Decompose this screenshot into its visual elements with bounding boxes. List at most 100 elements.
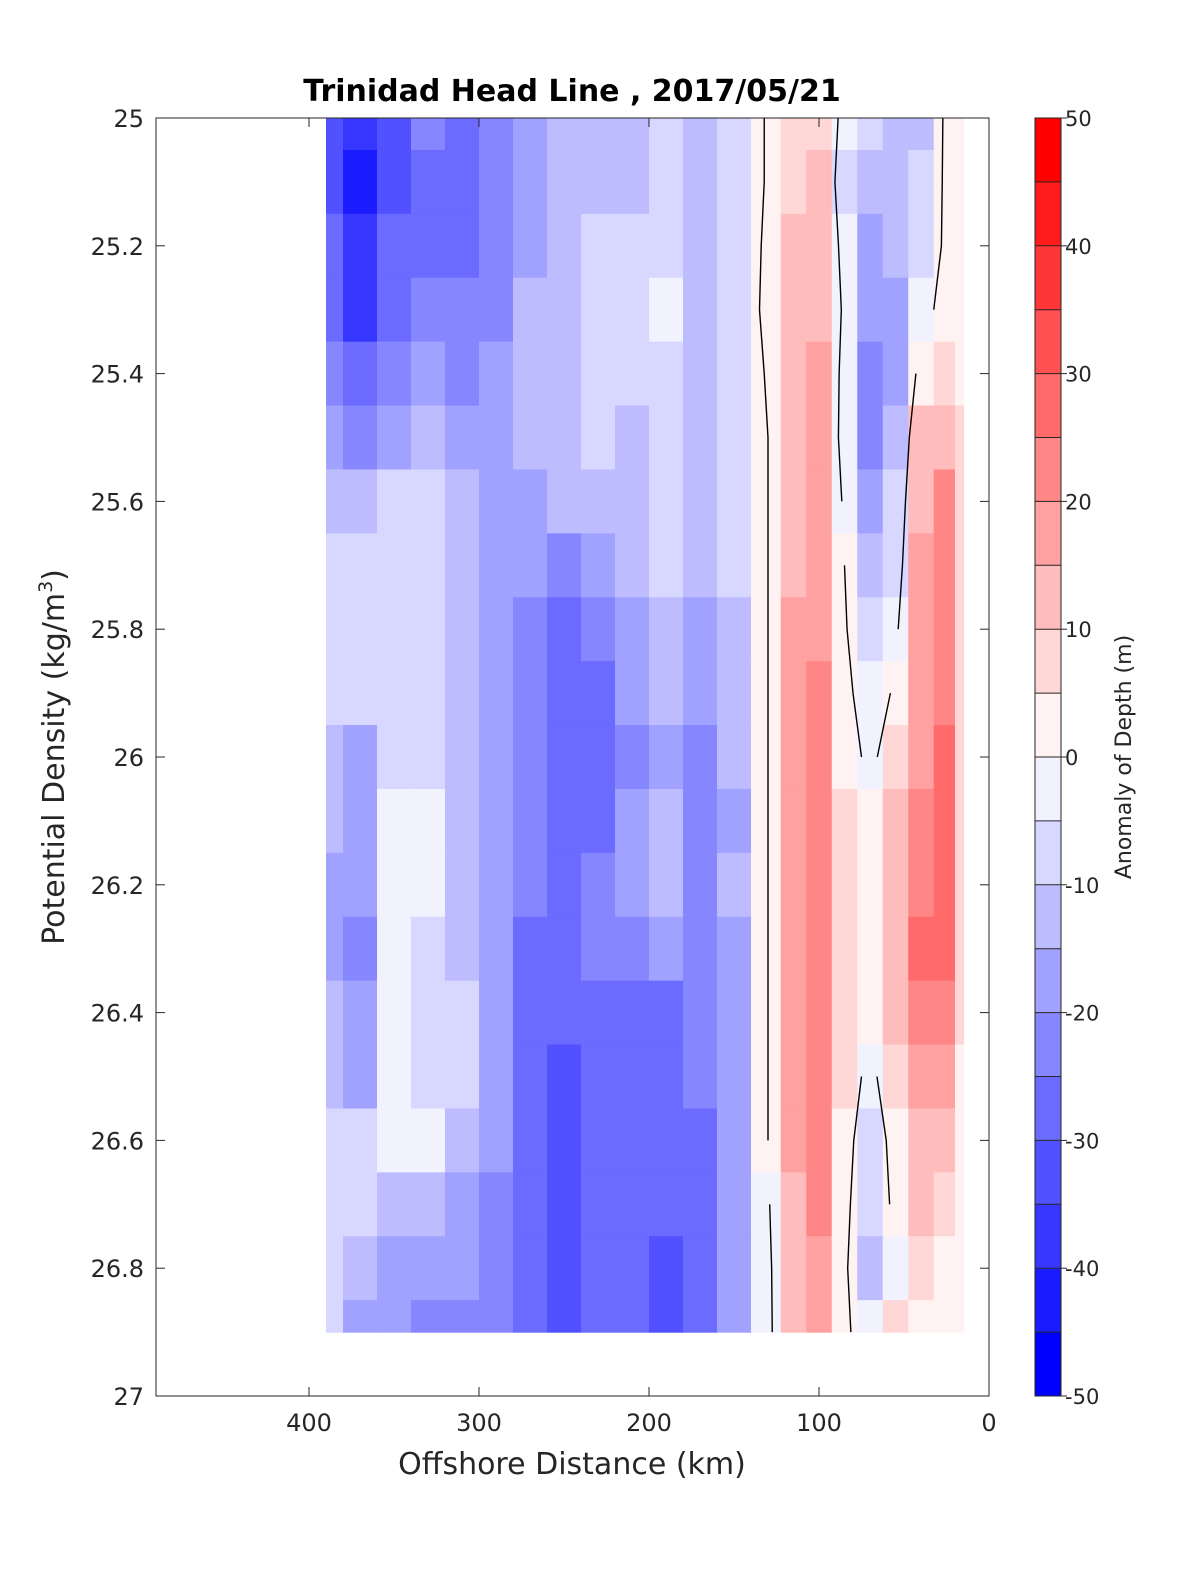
heatmap-cell: [513, 597, 548, 662]
heatmap-cell: [377, 597, 412, 662]
heatmap-cell: [411, 469, 446, 534]
heatmap-cell: [780, 277, 807, 343]
heatmap-cell: [326, 149, 344, 215]
heatmap-cell: [581, 661, 616, 726]
heatmap-cell: [717, 118, 752, 151]
heatmap-cell: [343, 213, 378, 279]
heatmap-cell: [479, 1044, 514, 1110]
heatmap-cell: [857, 725, 884, 790]
y-tick-label: 25.6: [91, 488, 144, 516]
heatmap-cell: [445, 341, 480, 407]
heatmap-cell: [513, 725, 548, 790]
heatmap-cell: [857, 149, 884, 215]
heatmap-cell: [343, 149, 378, 215]
heatmap-cell: [479, 213, 514, 279]
heatmap-cell: [411, 1044, 446, 1110]
heatmap-cell: [445, 469, 480, 534]
heatmap-cell: [479, 980, 514, 1046]
heatmap-cell: [445, 149, 480, 215]
heatmap-cells: [326, 118, 965, 1333]
heatmap-cell: [479, 1300, 514, 1333]
heatmap-cell: [513, 852, 548, 918]
heatmap-cell: [326, 118, 344, 151]
heatmap-cell: [933, 788, 956, 854]
colorbar-swatch: [1035, 181, 1061, 247]
heatmap-cell: [326, 405, 344, 471]
heatmap-cell: [445, 916, 480, 982]
heatmap-cell: [649, 1300, 684, 1333]
heatmap-cell: [751, 597, 782, 662]
colorbar-swatch: [1035, 693, 1061, 758]
heatmap-cell: [780, 1172, 807, 1237]
heatmap-cell: [547, 597, 582, 662]
heatmap-cell: [581, 980, 616, 1046]
heatmap-cell: [377, 725, 412, 790]
heatmap-cell: [326, 661, 344, 726]
heatmap-cell: [615, 1172, 650, 1237]
heatmap-cell: [547, 916, 582, 982]
heatmap-cell: [780, 1108, 807, 1173]
heatmap-cell: [649, 1236, 684, 1301]
heatmap-cell: [806, 1172, 833, 1237]
heatmap-cell: [806, 852, 833, 918]
heatmap-cell: [780, 788, 807, 854]
colorbar-swatch: [1035, 1140, 1061, 1205]
heatmap-cell: [547, 725, 582, 790]
heatmap-cell: [513, 405, 548, 471]
heatmap-cell: [717, 1108, 752, 1173]
colorbar-swatch: [1035, 501, 1061, 566]
heatmap-cell: [513, 980, 548, 1046]
heatmap-cell: [581, 1300, 616, 1333]
heatmap-cell: [615, 341, 650, 407]
heatmap-cell: [831, 852, 858, 918]
heatmap-cell: [806, 725, 833, 790]
heatmap-cell: [933, 725, 956, 790]
heatmap-cell: [751, 980, 782, 1046]
heatmap-cell: [717, 1236, 752, 1301]
heatmap-cell: [857, 1108, 884, 1173]
heatmap-cell: [780, 661, 807, 726]
heatmap-cell: [615, 149, 650, 215]
heatmap-cell: [882, 788, 909, 854]
heatmap-cell: [955, 725, 965, 790]
plot-area: [155, 117, 990, 1397]
heatmap-cell: [908, 1108, 935, 1173]
y-tick-label: 26.8: [91, 1255, 144, 1283]
heatmap-cell: [683, 725, 718, 790]
heatmap-cell: [806, 277, 833, 343]
y-tick-label: 26: [113, 744, 144, 772]
y-tick-label: 25.4: [91, 361, 144, 389]
y-tick-label: 27: [113, 1383, 144, 1411]
heatmap-cell: [717, 916, 752, 982]
heatmap-cell: [933, 469, 956, 534]
heatmap-cell: [649, 533, 684, 598]
heatmap-cell: [377, 213, 412, 279]
heatmap-cell: [343, 1044, 378, 1110]
heatmap-cell: [831, 1236, 858, 1301]
heatmap-cell: [955, 277, 965, 343]
heatmap-cell: [326, 1172, 344, 1237]
x-tick-label: 400: [286, 1409, 332, 1437]
heatmap-cell: [683, 916, 718, 982]
heatmap-cell: [445, 725, 480, 790]
zero-contours: [758, 117, 944, 1333]
heatmap-cell: [581, 1044, 616, 1110]
heatmap-cell: [326, 469, 344, 534]
heatmap-cell: [857, 661, 884, 726]
heatmap-cell: [326, 725, 344, 790]
heatmap-cell: [343, 469, 378, 534]
heatmap-cell: [445, 1236, 480, 1301]
heatmap-cell: [933, 1044, 956, 1110]
heatmap-cell: [581, 469, 616, 534]
heatmap-cell: [857, 533, 884, 598]
heatmap-cell: [933, 1172, 956, 1237]
heatmap-cell: [547, 852, 582, 918]
heatmap-cell: [547, 1172, 582, 1237]
heatmap-cell: [547, 788, 582, 854]
heatmap-cell: [513, 149, 548, 215]
heatmap-cell: [479, 1236, 514, 1301]
heatmap-cell: [882, 725, 909, 790]
heatmap-cell: [479, 852, 514, 918]
heatmap-cell: [479, 916, 514, 982]
heatmap-cell: [831, 341, 858, 407]
